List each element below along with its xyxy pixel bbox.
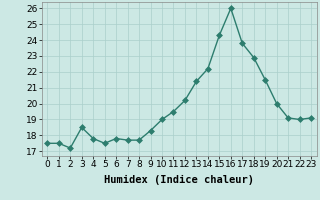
X-axis label: Humidex (Indice chaleur): Humidex (Indice chaleur) xyxy=(104,175,254,185)
